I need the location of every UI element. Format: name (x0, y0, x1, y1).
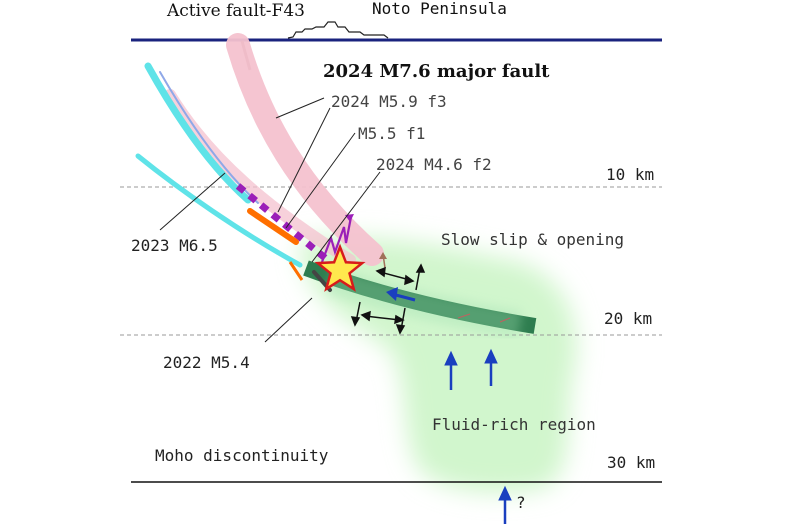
depth-label-20km: 20 km (604, 309, 652, 328)
f3-label: 2024 M5.9 f3 (331, 92, 447, 111)
slow-slip-small-arrowhead-1 (379, 252, 387, 259)
fluid-region-label: Fluid-rich region (432, 415, 596, 434)
f1-fault (247, 208, 299, 245)
depth-label-10km: 10 km (606, 165, 654, 184)
slow-slip-dash-1 (457, 313, 471, 319)
rupture-zigzag (320, 216, 353, 263)
slow-slip-dash-2 (499, 317, 511, 323)
peninsula-label: Noto Peninsula (372, 0, 507, 18)
slip-arrowhead (386, 287, 398, 301)
m54-label: 2022 M5.4 (163, 353, 250, 372)
mainshock-star (314, 243, 366, 292)
m65-fault-upper-edge (159, 71, 259, 204)
opening-arrows (350, 263, 426, 335)
f1-label: M5.5 f1 (358, 124, 425, 143)
depth-label-30km: 30 km (607, 453, 655, 472)
slow-slip-label: Slow slip & opening (441, 230, 624, 249)
m65-label: 2023 M6.5 (131, 236, 218, 255)
orange-fault-tick (288, 261, 304, 281)
topography-profile (287, 21, 389, 39)
m65-fault-upper (144, 62, 252, 204)
m65-fault-lower (135, 153, 303, 268)
fluid-arrows (444, 348, 512, 524)
moho-label: Moho discontinuity (155, 446, 329, 465)
major-fault-band-lower (164, 89, 356, 266)
major-fault-label: 2024 M7.6 major fault (323, 61, 550, 82)
unknown-source-label: ? (516, 493, 526, 512)
f2-label: 2024 M4.6 f2 (376, 155, 492, 174)
f3-fault (235, 183, 333, 265)
active-fault-label: Active fault-F43 (166, 1, 305, 21)
major-fault-band (226, 33, 384, 266)
leader-lines (159, 97, 381, 343)
